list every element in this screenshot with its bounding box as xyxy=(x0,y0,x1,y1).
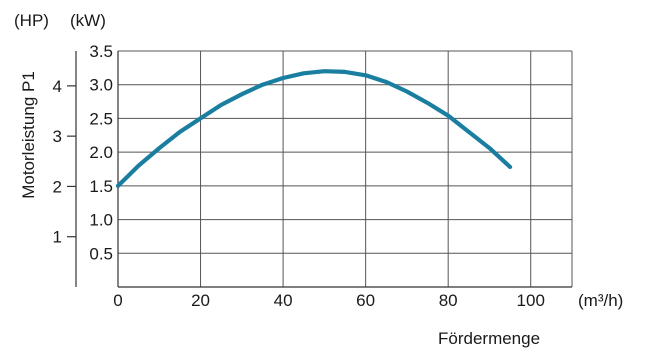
x-tick-label: 20 xyxy=(191,291,210,310)
y-axis-title: Motorleistung P1 xyxy=(19,71,38,199)
y-tick-label: 1.0 xyxy=(89,211,113,230)
y-tick-label: 2.0 xyxy=(89,143,113,162)
x-tick-label: 0 xyxy=(113,291,122,310)
hp-tick-label: 1 xyxy=(53,228,62,247)
x-tick-label: 100 xyxy=(517,291,545,310)
x-unit-label: (m³/h) xyxy=(578,291,623,310)
y-tick-label: 3.0 xyxy=(89,76,113,95)
hp-tick-label: 3 xyxy=(53,127,62,146)
kw-unit-label: (kW) xyxy=(70,11,106,30)
x-tick-label: 40 xyxy=(274,291,293,310)
x-tick-label: 80 xyxy=(439,291,458,310)
hp-tick-label: 4 xyxy=(53,77,62,96)
grid xyxy=(118,50,573,287)
x-axis-title: Fördermenge xyxy=(438,329,540,348)
axes: 0.5 1.0 1.5 2.0 2.5 3.0 3.5 0 20 40 60 80 100 1 2 3 4 xyxy=(53,42,572,310)
hp-tick-label: 2 xyxy=(53,177,62,196)
y-tick-label: 1.5 xyxy=(89,177,113,196)
y-tick-label: 0.5 xyxy=(89,244,113,263)
y-tick-label: 3.5 xyxy=(89,42,113,61)
labels: (HP) (kW) Motorleistung P1 (m³/h) Förder… xyxy=(14,11,623,348)
x-tick-label: 60 xyxy=(356,291,375,310)
power-curve-line xyxy=(115,69,513,188)
series-layer xyxy=(115,69,513,188)
hp-unit-label: (HP) xyxy=(14,11,49,30)
y-tick-label: 2.5 xyxy=(89,109,113,128)
